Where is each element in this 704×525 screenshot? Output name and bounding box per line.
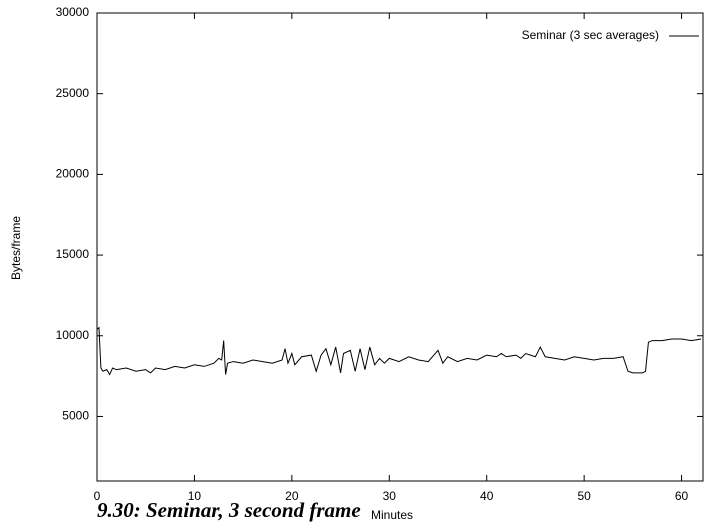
x-tick-label: 10 <box>188 489 202 503</box>
data-line <box>96 326 702 376</box>
x-tick-label: 20 <box>285 489 299 503</box>
x-tick-label: 50 <box>577 489 591 503</box>
x-tick-label: 60 <box>675 489 689 503</box>
x-tick-label: 40 <box>480 489 494 503</box>
x-tick-label: 0 <box>94 489 101 503</box>
legend-label: Seminar (3 sec averages) <box>522 28 659 42</box>
y-tick-label: 25000 <box>56 86 90 100</box>
y-tick-label: 15000 <box>56 247 90 261</box>
caption: 9.30: Seminar, 3 second frame <box>97 498 361 522</box>
plot-frame <box>96 12 704 482</box>
x-tick-label: 30 <box>383 489 397 503</box>
y-tick-label: 20000 <box>56 167 90 181</box>
x-axis-label: Minutes <box>371 508 413 522</box>
y-tick-label: 30000 <box>56 5 90 19</box>
y-axis-label: Bytes/frame <box>9 216 23 280</box>
y-tick-label: 10000 <box>56 328 90 342</box>
y-tick-label: 5000 <box>62 409 89 423</box>
